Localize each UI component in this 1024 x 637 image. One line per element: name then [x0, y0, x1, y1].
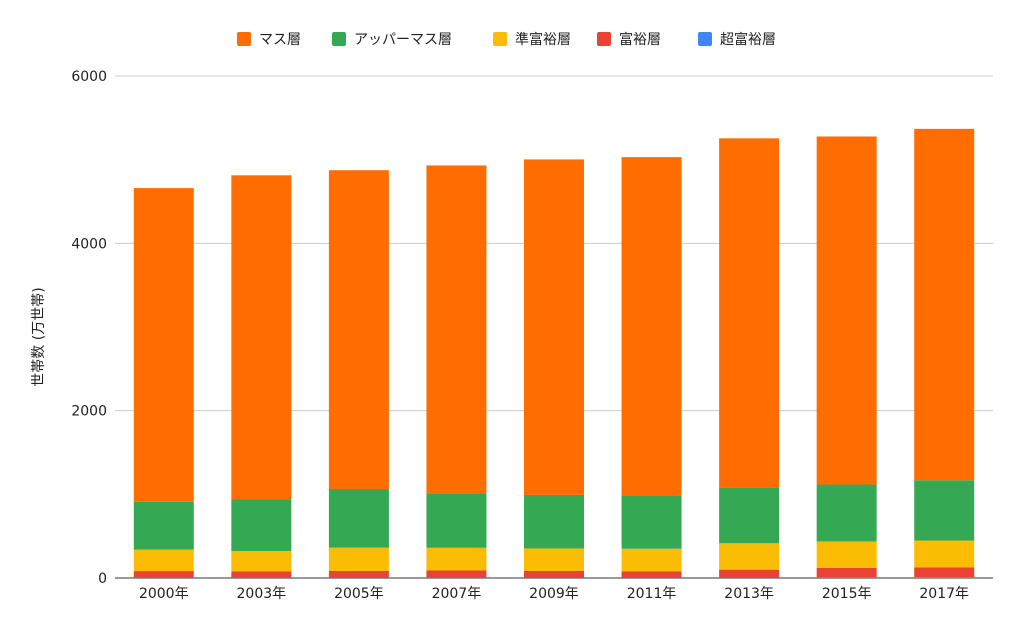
- y-axis: 0 2000 4000 6000: [71, 69, 107, 587]
- bar-segment: [817, 485, 877, 542]
- bar-segment: [622, 495, 682, 549]
- y-axis-label: 世帯数 (万世帯): [31, 287, 47, 386]
- x-tick-label: 2009年: [529, 586, 579, 602]
- legend-swatch: [237, 32, 251, 46]
- bar-segment: [134, 550, 194, 572]
- bar-segment: [231, 577, 291, 578]
- legend: マス層 アッパーマス層 準富裕層 富裕層 超富裕層: [237, 31, 776, 48]
- bar-segment: [524, 495, 584, 549]
- bar-segment: [914, 129, 974, 480]
- bar-segment: [622, 157, 682, 495]
- bar-segment: [134, 188, 194, 502]
- legend-swatch: [698, 32, 712, 46]
- bar-segment: [329, 489, 389, 548]
- bar-segment: [134, 577, 194, 578]
- x-tick-label: 2015年: [822, 586, 872, 602]
- x-tick-label: 2011年: [627, 586, 677, 602]
- bar-segment: [914, 567, 974, 577]
- bar-segment: [329, 548, 389, 571]
- bar-segment: [914, 577, 974, 578]
- legend-label: 富裕層: [619, 31, 661, 48]
- y-tick-label: 6000: [71, 69, 107, 85]
- bar-segment: [134, 502, 194, 550]
- bar-segment: [817, 136, 877, 484]
- legend-swatch: [493, 32, 507, 46]
- bar-segment: [817, 568, 877, 578]
- bar-segment: [914, 541, 974, 568]
- x-tick-label: 2003年: [237, 586, 287, 602]
- bar-segment: [524, 548, 584, 571]
- bar-segment: [524, 159, 584, 495]
- bar-segment: [622, 571, 682, 577]
- legend-label: 準富裕層: [515, 31, 571, 48]
- x-tick-label: 2007年: [432, 586, 482, 602]
- y-tick-label: 2000: [71, 404, 107, 420]
- x-tick-label: 2005年: [334, 586, 384, 602]
- bar-segment: [426, 577, 486, 578]
- x-tick-label: 2017年: [919, 586, 969, 602]
- bar-segment: [329, 571, 389, 578]
- bar-segment: [426, 493, 486, 547]
- bar-segment: [231, 551, 291, 571]
- legend-label: アッパーマス層: [354, 32, 452, 48]
- legend-swatch: [332, 32, 346, 46]
- bar-segment: [719, 543, 779, 569]
- bar-segment: [329, 170, 389, 489]
- legend-label: 超富裕層: [720, 31, 776, 48]
- bar-segment: [426, 165, 486, 493]
- bar-segment: [719, 570, 779, 578]
- bar-segment: [524, 571, 584, 578]
- bar-segment: [719, 487, 779, 543]
- x-axis: 2000年 2003年 2005年 2007年 2009年 2011年 2013年 2015年…: [139, 586, 969, 602]
- x-tick-label: 2013年: [724, 586, 774, 602]
- legend-label: マス層: [259, 32, 301, 48]
- bar-segment: [719, 138, 779, 487]
- bar-segment: [817, 541, 877, 567]
- bar-segment: [817, 577, 877, 578]
- bar-segment: [231, 175, 291, 499]
- bar-segment: [426, 548, 486, 571]
- bar-segment: [134, 571, 194, 577]
- bar-segment: [914, 480, 974, 540]
- bars: [134, 129, 974, 578]
- y-tick-label: 4000: [71, 236, 107, 252]
- bar-segment: [231, 571, 291, 577]
- y-tick-label: 0: [98, 571, 107, 587]
- legend-swatch: [597, 32, 611, 46]
- bar-segment: [426, 570, 486, 577]
- bar-segment: [231, 499, 291, 551]
- x-tick-label: 2000年: [139, 586, 189, 602]
- bar-segment: [622, 549, 682, 572]
